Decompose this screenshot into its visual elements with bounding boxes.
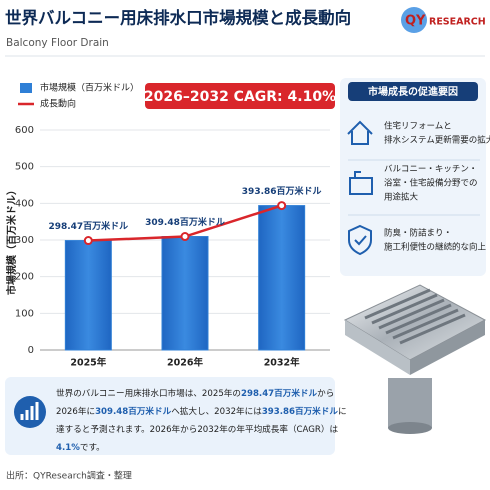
x-tick-label: 2025年: [70, 357, 106, 369]
summary-line: 世界のバルコニー用床排水口市場は、2025年の298.47百万米ドルから: [56, 387, 334, 399]
drain-pipe-end: [388, 422, 432, 434]
product-image: [343, 284, 487, 434]
trend-point: [83, 236, 93, 246]
sidebar-item-text: 用途拡大: [384, 192, 419, 203]
chart: 0 100 200 300 400 500 600 2025年 2026年 2032年 298.47…: [15, 125, 330, 369]
sidebar-items: 住宅リフォームと排水システム更新需要の拡大バルコニー・キッチン・浴室・住宅設備分…: [384, 121, 490, 253]
logo-globe: [401, 7, 427, 33]
sidebar-icons: [347, 120, 373, 256]
summary-segment: 4.1%: [56, 443, 80, 453]
data-label: 309.48百万米ドル: [145, 216, 225, 228]
sidebar-item-text: 施工利便性の継続的な向上: [384, 242, 487, 253]
y-tick-label: 0: [28, 345, 34, 356]
drain-side: [410, 320, 485, 375]
y-tick-label: 600: [15, 125, 34, 136]
drain-slots: [364, 288, 466, 345]
title: 世界バルコニー用床排水口市場規模と成長動向: [5, 8, 351, 28]
trend-point: [277, 201, 287, 211]
y-tick-label: 100: [15, 308, 34, 319]
legend-label: 市場規模（百万米ドル）: [40, 82, 139, 94]
y-tick-label: 300: [15, 235, 34, 246]
data-label: 298.47百万米ドル: [48, 220, 128, 232]
summary-segment: 達すると予測されます。2026年から2032年の年平均成長率（CAGR）は: [56, 423, 338, 435]
sidebar-item-text: 浴室・住宅設備分野での: [384, 178, 478, 189]
bar: [161, 236, 209, 351]
faucet-icon: [349, 171, 373, 195]
sidebar-item-text: 防臭・防詰まり・: [384, 228, 452, 239]
summary-line: 達すると予測されます。2026年から2032年の年平均成長率（CAGR）は: [56, 423, 338, 435]
summary-icon: [14, 396, 46, 428]
summary-segment: 393.86百万米ドル: [262, 405, 339, 417]
subtitle: Balcony Floor Drain: [6, 37, 109, 49]
summary-text: 世界のバルコニー用床排水口市場は、2025年の298.47百万米ドルから 2026…: [56, 387, 347, 453]
y-tick-label: 500: [15, 162, 34, 173]
summary-line: 2026年に309.48百万米ドルへ拡大し、2032年には393.86百万米ドル…: [56, 405, 347, 417]
cagr-text: 2026–2032 CAGR: 4.10%: [144, 89, 336, 105]
sidebar-item-text: 住宅リフォームと: [384, 121, 452, 132]
trend-point: [180, 232, 190, 242]
sidebar-item-text: バルコニー・キッチン・: [384, 165, 477, 175]
drain-side: [345, 320, 410, 375]
summary-segment: です。: [80, 442, 105, 453]
summary-segment: 309.48百万米ドル: [95, 405, 172, 417]
summary-segment: 298.47百万米ドル: [241, 387, 318, 399]
x-tick-label: 2032年: [264, 357, 300, 369]
y-axis-label: 市場規模（百万米ドル）: [5, 185, 18, 295]
house-icon: [347, 120, 373, 145]
sidebar: [340, 78, 486, 276]
logo-rest: RESEARCH: [429, 17, 486, 28]
y-tick-label: 400: [15, 198, 34, 209]
legend-swatch: [20, 83, 32, 93]
sidebar-header: [348, 82, 478, 101]
drain-pipe: [388, 378, 432, 428]
bar: [258, 205, 306, 351]
logo-brand: QY: [405, 14, 426, 29]
summary-box: [5, 377, 335, 455]
summary-line: 4.1%です。: [56, 442, 105, 453]
data-label: 393.86百万米ドル: [242, 185, 322, 197]
summary-segment: から: [317, 388, 334, 399]
sidebar-title: 市場成長の促進要因: [368, 85, 458, 98]
y-tick-label: 200: [15, 272, 34, 283]
legend-label: 成長動向: [40, 98, 76, 110]
source: 出所：QYResearch調査・整理: [6, 470, 132, 482]
summary-segment: 世界のバルコニー用床排水口市場は、2025年の: [56, 387, 241, 399]
bar: [64, 240, 112, 351]
logo: QY RESEARCH: [401, 7, 486, 33]
summary-segment: に: [338, 406, 347, 417]
cagr-banner: [145, 83, 335, 109]
summary-segment: 2026年に: [56, 405, 95, 417]
shield-icon: [348, 224, 372, 256]
x-tick-label: 2026年: [167, 357, 203, 369]
sidebar-item-text: 排水システム更新需要の拡大: [384, 135, 490, 146]
summary-segment: へ拡大し、2032年には: [171, 405, 262, 417]
